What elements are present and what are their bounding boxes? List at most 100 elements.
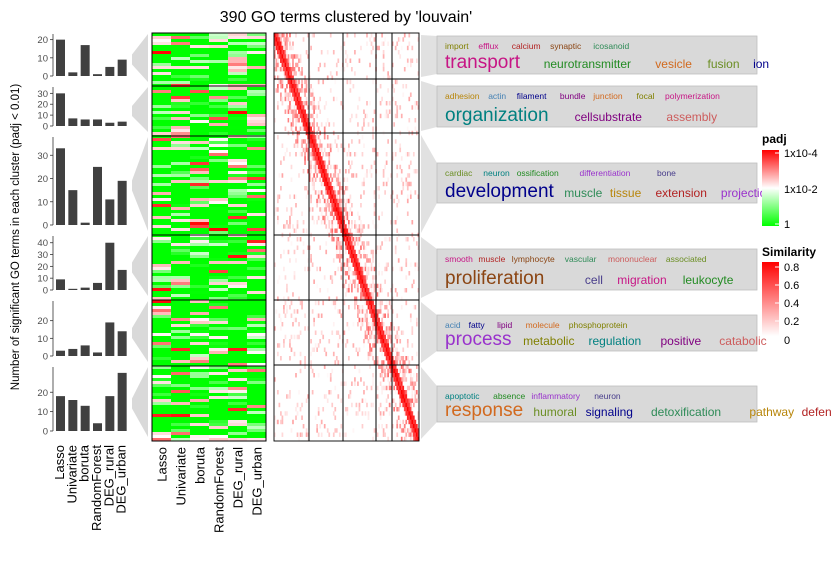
sim-cell xyxy=(346,198,349,204)
sim-cell xyxy=(385,356,388,361)
sim-cell xyxy=(385,330,388,335)
heat-cell xyxy=(171,309,191,313)
sim-cell xyxy=(326,173,329,178)
sim-cell xyxy=(293,92,296,97)
bar-RandomForest xyxy=(93,166,102,225)
sim-cell xyxy=(344,169,347,174)
sim-cell xyxy=(402,398,405,403)
sim-cell xyxy=(289,215,291,221)
sim-cell xyxy=(290,105,293,110)
heat-cell xyxy=(171,282,191,286)
sim-cell xyxy=(382,343,385,348)
heat-cell xyxy=(209,255,229,259)
heat-cell xyxy=(228,279,248,283)
heat-cell xyxy=(171,267,191,271)
heat-cell xyxy=(171,363,191,367)
sim-cell xyxy=(384,237,386,242)
heat-cell xyxy=(190,189,210,193)
sim-cell xyxy=(307,152,309,157)
bar-DEG_urban xyxy=(117,372,127,431)
heat-cell xyxy=(152,60,172,64)
sim-cell xyxy=(304,156,306,161)
sim-cell xyxy=(415,424,418,429)
heat-cell xyxy=(190,393,210,397)
sim-cell xyxy=(295,122,297,127)
sim-cell xyxy=(366,241,368,246)
cluster-box xyxy=(436,314,758,352)
heatmap-x-label: RandomForest xyxy=(212,447,227,533)
sim-cell xyxy=(284,224,287,229)
heat-cell xyxy=(152,435,172,439)
sim-cell xyxy=(367,258,370,263)
heat-cell xyxy=(152,258,172,262)
sim-cell xyxy=(348,198,350,204)
sim-cell xyxy=(382,428,385,433)
sim-cell xyxy=(399,105,402,110)
sim-cell xyxy=(400,394,403,399)
sim-cell xyxy=(358,215,361,221)
sim-cell xyxy=(355,296,358,301)
sim-cell xyxy=(340,45,343,51)
similarity-label: 0.4 xyxy=(784,298,799,310)
sim-cell xyxy=(307,135,309,140)
sim-cell xyxy=(402,424,405,429)
sim-cell xyxy=(388,351,391,357)
sim-cell xyxy=(296,309,299,314)
cluster-box xyxy=(436,248,758,291)
sim-cell xyxy=(417,428,420,433)
sim-cell xyxy=(406,45,409,51)
heat-cell xyxy=(171,297,191,301)
sim-cell xyxy=(390,322,393,327)
sim-cell xyxy=(358,254,361,259)
sim-cell xyxy=(361,275,364,280)
sim-cell xyxy=(394,249,397,255)
sim-cell xyxy=(379,84,382,89)
sim-cell xyxy=(411,411,414,416)
sim-cell xyxy=(408,360,411,365)
sim-cell xyxy=(364,411,367,416)
heat-cell xyxy=(190,132,210,136)
sim-cell xyxy=(320,181,323,187)
small-word: lymphocyte xyxy=(512,254,555,264)
heat-cell xyxy=(171,360,191,364)
bar-tick-label: 10 xyxy=(37,197,48,208)
sim-cell xyxy=(397,415,400,420)
heat-cell xyxy=(152,48,172,52)
sim-cell xyxy=(409,436,412,442)
sim-cell xyxy=(397,381,400,386)
sim-cell xyxy=(378,309,380,314)
heat-cell xyxy=(171,405,191,409)
sim-cell xyxy=(289,356,291,361)
big-word: neurotransmitter xyxy=(544,57,631,71)
sim-cell xyxy=(381,385,383,391)
sim-cell xyxy=(316,122,319,127)
sim-cell xyxy=(384,343,386,348)
sim-cell xyxy=(289,224,291,229)
sim-cell xyxy=(280,54,282,59)
sim-cell xyxy=(379,415,382,420)
heat-cell xyxy=(190,156,210,160)
sim-cell xyxy=(381,322,383,327)
heat-cell xyxy=(247,231,267,235)
heatmap-x-label: Univariate xyxy=(174,447,189,506)
sim-cell xyxy=(281,419,284,425)
heat-cell xyxy=(209,345,229,349)
sim-cell xyxy=(307,190,309,195)
sim-cell xyxy=(382,377,385,382)
sim-cell xyxy=(331,207,334,212)
sim-cell xyxy=(335,194,338,199)
big-word: tissue xyxy=(610,186,642,200)
heat-cell xyxy=(190,72,210,76)
sim-cell xyxy=(295,152,297,157)
sim-cell xyxy=(302,109,305,114)
heat-cell xyxy=(152,288,172,292)
sim-cell xyxy=(290,45,293,51)
sim-cell xyxy=(307,326,309,331)
heat-cell xyxy=(209,42,229,46)
sim-cell xyxy=(283,33,285,38)
sim-cell xyxy=(290,75,293,80)
sim-cell xyxy=(343,330,346,335)
sim-cell xyxy=(329,203,332,208)
heat-cell xyxy=(152,99,172,103)
heat-cell xyxy=(209,156,229,160)
